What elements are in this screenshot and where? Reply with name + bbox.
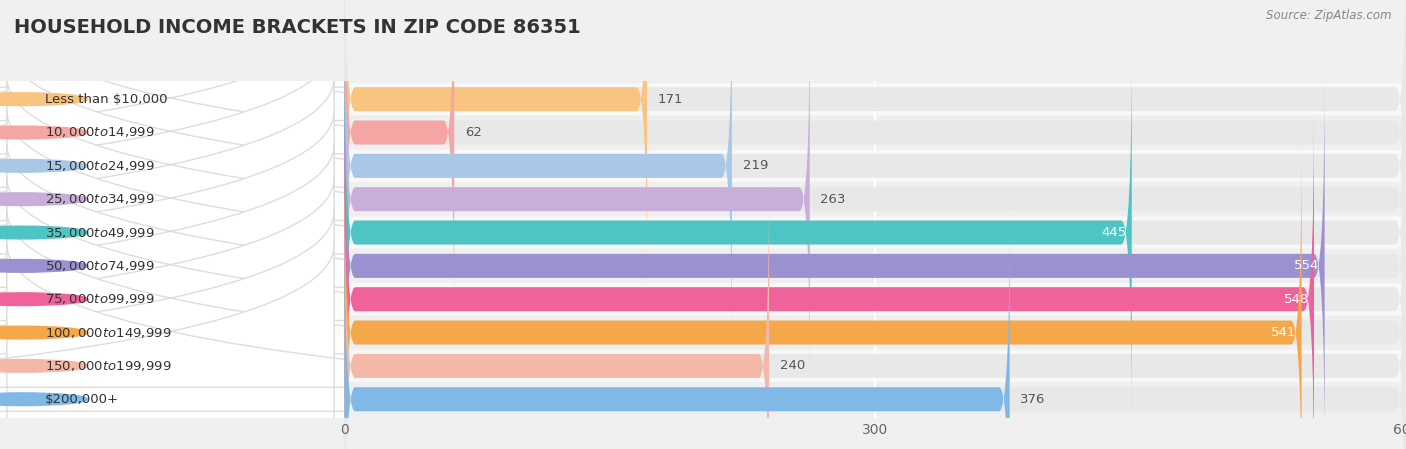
Text: $15,000 to $24,999: $15,000 to $24,999	[45, 159, 155, 173]
FancyBboxPatch shape	[0, 0, 1406, 287]
Text: HOUSEHOLD INCOME BRACKETS IN ZIP CODE 86351: HOUSEHOLD INCOME BRACKETS IN ZIP CODE 86…	[14, 18, 581, 37]
Text: 219: 219	[742, 159, 768, 172]
Circle shape	[0, 393, 87, 405]
FancyBboxPatch shape	[344, 178, 769, 449]
Text: Less than $10,000: Less than $10,000	[45, 92, 167, 106]
FancyBboxPatch shape	[344, 211, 1010, 449]
Text: $150,000 to $199,999: $150,000 to $199,999	[45, 359, 172, 373]
FancyBboxPatch shape	[0, 211, 1406, 449]
Circle shape	[0, 326, 87, 339]
Text: 62: 62	[465, 126, 482, 139]
FancyBboxPatch shape	[344, 111, 1406, 449]
Text: 548: 548	[1284, 293, 1309, 306]
FancyBboxPatch shape	[344, 216, 1406, 249]
FancyBboxPatch shape	[0, 145, 1406, 449]
FancyBboxPatch shape	[344, 178, 1406, 449]
Text: $35,000 to $49,999: $35,000 to $49,999	[45, 225, 155, 239]
FancyBboxPatch shape	[0, 150, 344, 182]
FancyBboxPatch shape	[344, 317, 1406, 348]
Circle shape	[0, 126, 87, 139]
FancyBboxPatch shape	[344, 0, 733, 354]
FancyBboxPatch shape	[0, 183, 344, 215]
Text: 171: 171	[658, 92, 683, 106]
FancyBboxPatch shape	[0, 111, 1406, 421]
Text: 541: 541	[1271, 326, 1296, 339]
FancyBboxPatch shape	[0, 317, 344, 348]
FancyBboxPatch shape	[344, 0, 647, 287]
FancyBboxPatch shape	[344, 145, 1302, 449]
FancyBboxPatch shape	[0, 383, 344, 415]
FancyBboxPatch shape	[344, 44, 1132, 421]
FancyBboxPatch shape	[344, 11, 810, 387]
Circle shape	[0, 193, 87, 206]
FancyBboxPatch shape	[344, 150, 1406, 182]
Circle shape	[0, 93, 87, 106]
FancyBboxPatch shape	[0, 83, 344, 115]
FancyBboxPatch shape	[0, 116, 344, 149]
FancyBboxPatch shape	[0, 0, 1406, 254]
Text: $50,000 to $74,999: $50,000 to $74,999	[45, 259, 155, 273]
FancyBboxPatch shape	[344, 145, 1406, 449]
Text: 554: 554	[1294, 260, 1319, 273]
Text: $10,000 to $14,999: $10,000 to $14,999	[45, 126, 155, 140]
Circle shape	[0, 260, 87, 272]
Text: $100,000 to $149,999: $100,000 to $149,999	[45, 326, 172, 339]
Text: 263: 263	[820, 193, 846, 206]
FancyBboxPatch shape	[344, 0, 1406, 287]
Circle shape	[0, 226, 87, 239]
Text: $200,000+: $200,000+	[45, 393, 118, 406]
FancyBboxPatch shape	[344, 78, 1324, 449]
Text: 240: 240	[780, 359, 806, 372]
FancyBboxPatch shape	[344, 11, 1406, 387]
FancyBboxPatch shape	[344, 211, 1406, 449]
FancyBboxPatch shape	[0, 216, 344, 249]
FancyBboxPatch shape	[0, 78, 1406, 387]
FancyBboxPatch shape	[344, 383, 1406, 415]
Text: 376: 376	[1021, 393, 1046, 406]
FancyBboxPatch shape	[344, 44, 1406, 421]
Text: $25,000 to $34,999: $25,000 to $34,999	[45, 192, 155, 206]
Text: Source: ZipAtlas.com: Source: ZipAtlas.com	[1267, 9, 1392, 22]
FancyBboxPatch shape	[344, 283, 1406, 315]
FancyBboxPatch shape	[0, 245, 1406, 449]
Text: $75,000 to $99,999: $75,000 to $99,999	[45, 292, 155, 306]
FancyBboxPatch shape	[344, 0, 454, 321]
FancyBboxPatch shape	[0, 350, 344, 382]
FancyBboxPatch shape	[344, 83, 1406, 115]
FancyBboxPatch shape	[344, 183, 1406, 215]
FancyBboxPatch shape	[0, 44, 1406, 354]
FancyBboxPatch shape	[0, 283, 344, 315]
FancyBboxPatch shape	[344, 0, 1406, 321]
Circle shape	[0, 293, 87, 305]
FancyBboxPatch shape	[344, 250, 1406, 282]
FancyBboxPatch shape	[344, 116, 1406, 149]
Circle shape	[0, 159, 87, 172]
Text: 445: 445	[1101, 226, 1126, 239]
FancyBboxPatch shape	[0, 11, 1406, 321]
FancyBboxPatch shape	[0, 178, 1406, 449]
FancyBboxPatch shape	[344, 350, 1406, 382]
FancyBboxPatch shape	[344, 111, 1315, 449]
Circle shape	[0, 360, 87, 372]
FancyBboxPatch shape	[0, 250, 344, 282]
FancyBboxPatch shape	[344, 0, 1406, 354]
FancyBboxPatch shape	[344, 78, 1406, 449]
